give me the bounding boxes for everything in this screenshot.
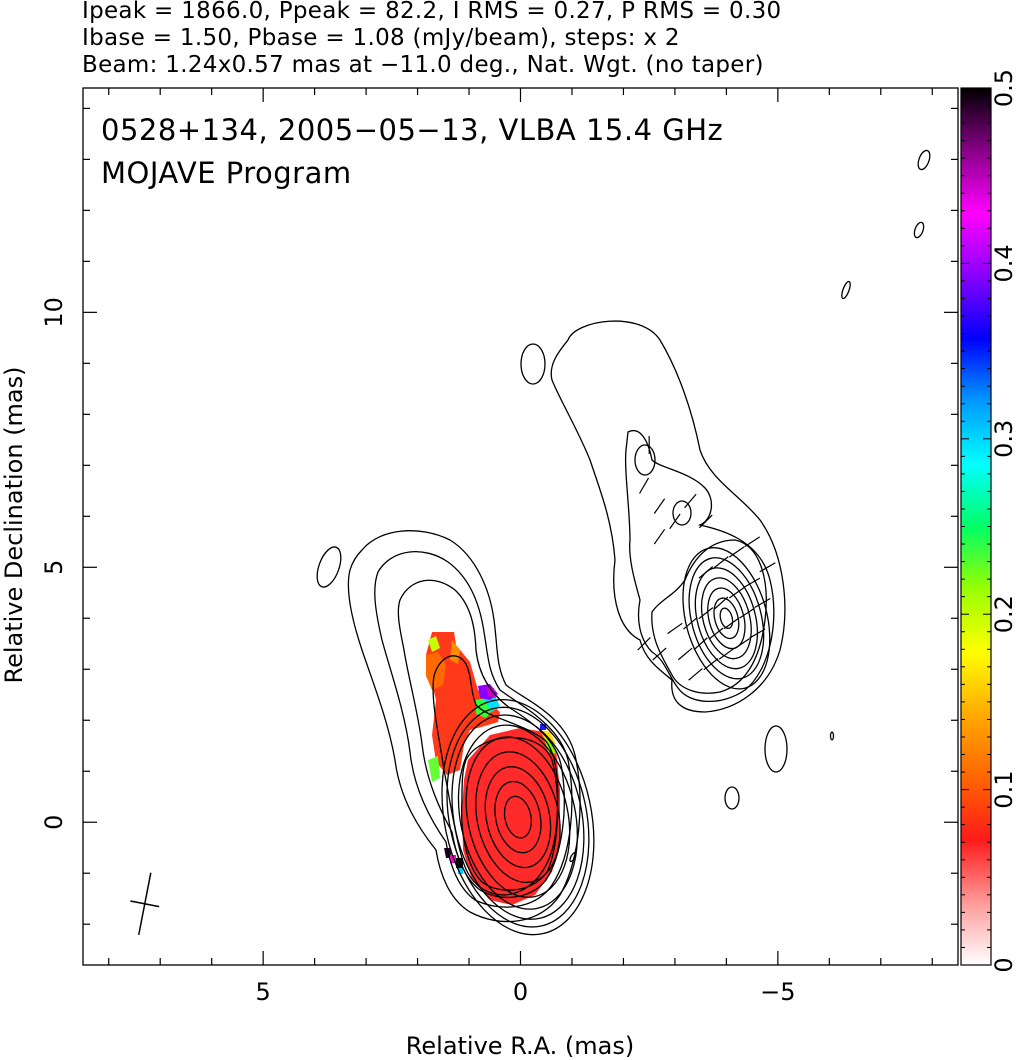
- pol-patch-yellow-green: [428, 636, 440, 652]
- evpa-stick: [698, 607, 714, 620]
- beam-cross: [130, 872, 160, 935]
- contour-west-blob-g: [917, 149, 931, 171]
- evpa-stick: [653, 528, 666, 545]
- pol-patch-green-b: [428, 756, 440, 782]
- polarization-color-layer: [426, 632, 560, 905]
- evpa-stick: [653, 498, 666, 514]
- colorbar-tick-label: 0.4: [990, 244, 1018, 282]
- beam-minor-axis: [130, 900, 160, 908]
- colorbar-ticks: [961, 87, 991, 966]
- evpa-stick: [708, 627, 724, 640]
- evpa-stick: [749, 628, 766, 639]
- evpa-stick: [677, 647, 693, 661]
- header-line-3: Beam: 1.24x0.57 mas at −11.0 deg., Nat. …: [82, 52, 764, 78]
- evpa-stick: [693, 637, 708, 651]
- contour-isolated-blob-east: [316, 546, 342, 588]
- evpa-sticks: [637, 435, 776, 681]
- pol-patch-core: [462, 728, 560, 905]
- x-tick-label: 5: [256, 978, 271, 1006]
- evpa-stick: [714, 596, 729, 610]
- contour-3-east: [397, 579, 565, 899]
- west-contour-ring: [688, 557, 765, 680]
- evpa-stick: [718, 648, 735, 660]
- contour-west-blob-c: [520, 343, 546, 385]
- pol-patch-orange-b: [450, 640, 460, 664]
- evpa-stick: [684, 493, 697, 509]
- evpa-stick: [688, 668, 703, 681]
- evpa-stick: [723, 617, 740, 630]
- evpa-stick: [734, 638, 750, 650]
- evpa-stick: [639, 477, 650, 494]
- colorbar-tick-label: 0.3: [990, 420, 1018, 458]
- y-tick-label: 10: [40, 297, 68, 328]
- west-contour-ring: [700, 577, 752, 660]
- contour-west-3: [651, 539, 767, 694]
- y-tick-label: 0: [40, 815, 68, 830]
- evpa-stick: [637, 636, 651, 651]
- core-contour-ring: [465, 736, 571, 898]
- core-contour-rings: [441, 698, 595, 936]
- core-contour-ring: [446, 706, 590, 928]
- colorbar-tick-label: 0.2: [990, 595, 1018, 633]
- core-contour-ring: [484, 766, 552, 869]
- evpa-stick: [667, 622, 683, 635]
- colorbar: [960, 87, 992, 966]
- colorbar-tick-label: 0.1: [990, 771, 1018, 809]
- core-contour-ring: [475, 751, 561, 884]
- axis-tick-labels: 5 0 −5 0 5 10: [40, 297, 796, 1006]
- core-contour-ring: [451, 714, 585, 920]
- evpa-stick: [713, 556, 729, 569]
- evpa-stick: [703, 658, 719, 671]
- header-line-1: Ipeak = 1866.0, Ppeak = 82.2, I RMS = 0.…: [82, 0, 782, 24]
- evpa-stick: [744, 577, 761, 588]
- colorbar-tick-label: 0: [990, 957, 1018, 972]
- core-contour-ring: [441, 698, 595, 936]
- pol-patch-magenta: [486, 686, 496, 698]
- contour-west-blob-b: [672, 500, 692, 526]
- contour-2-east: [374, 551, 573, 908]
- plot-title-line-2: MOJAVE Program: [101, 156, 352, 190]
- evpa-stick: [699, 514, 713, 529]
- contour-west-blob-i: [569, 851, 577, 863]
- contour-west-blob-a: [634, 444, 656, 476]
- contour-west-blob-f: [841, 280, 851, 300]
- evpa-stick: [744, 536, 760, 548]
- contour-west-blob-j: [829, 731, 835, 741]
- intensity-contours: [316, 149, 931, 936]
- evpa-stick: [652, 647, 667, 661]
- evpa-stick: [728, 587, 745, 599]
- x-tick-label: −5: [760, 978, 795, 1006]
- header-line-2: Ibase = 1.50, Pbase = 1.08 (mJy/beam), s…: [82, 25, 680, 51]
- y-axis-label: Relative Declination (mas): [0, 366, 28, 683]
- core-contour-ring: [457, 724, 579, 910]
- x-tick-label: 0: [513, 978, 528, 1006]
- y-tick-label: 5: [40, 560, 68, 575]
- evpa-stick: [698, 566, 714, 579]
- west-contour-ring: [694, 567, 759, 670]
- evpa-stick: [683, 617, 698, 630]
- colorbar-tick-label: 0.5: [990, 69, 1018, 107]
- evpa-stick: [739, 607, 755, 619]
- colorbar-tick-labels: 0 0.1 0.2 0.3 0.4 0.5: [990, 69, 1018, 973]
- evpa-stick: [728, 546, 745, 558]
- contour-outer-east: [347, 530, 581, 923]
- x-axis-label: Relative R.A. (mas): [406, 1032, 634, 1060]
- evpa-stick: [754, 597, 771, 609]
- west-contour-ring: [713, 597, 740, 640]
- west-component-contour-rings: [682, 547, 771, 690]
- core-contour-ring: [494, 780, 542, 854]
- contour-west-blob-e: [724, 786, 740, 810]
- core-contour-ring: [503, 795, 532, 839]
- plot-title-line-1: 0528+134, 2005−05−13, VLBA 15.4 GHz: [101, 113, 723, 147]
- contour-west-blob-d: [764, 725, 788, 773]
- contour-5-east: [460, 736, 559, 891]
- contour-west-outer: [550, 320, 786, 713]
- contour-west-blob-h: [913, 221, 925, 239]
- west-contour-ring: [719, 607, 734, 630]
- west-contour-ring: [682, 547, 771, 690]
- evpa-stick: [669, 513, 681, 530]
- evpa-stick: [759, 562, 776, 573]
- axis-ticks: [83, 88, 958, 965]
